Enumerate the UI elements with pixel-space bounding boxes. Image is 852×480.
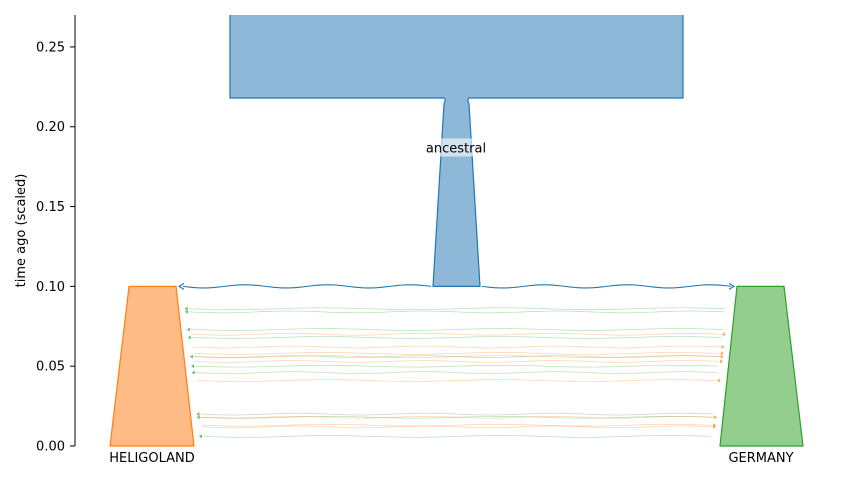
migration-pulse-arrow xyxy=(191,364,194,369)
plot-area: ancestral xyxy=(109,15,804,447)
split-arrowhead-right xyxy=(728,282,736,290)
y-tick-label: 0.15 xyxy=(36,200,65,215)
y-axis-ticks: 0.00 0.05 0.10 0.15 0.20 0.25 xyxy=(36,40,75,455)
deme-label-heligoland: HELIGOLAND xyxy=(109,451,195,466)
migration-pulse-arrow xyxy=(717,378,721,383)
migration-pulse-arrow xyxy=(189,354,193,359)
migration-pulse-line xyxy=(194,360,720,363)
migration-pulse-arrow xyxy=(722,332,726,337)
migration-pulse-line xyxy=(200,412,714,416)
deme-label-ancestral: ancestral xyxy=(426,141,486,156)
migration-pulse-line xyxy=(193,355,720,358)
migration-pulse-line xyxy=(191,333,722,336)
migration-pulses xyxy=(184,306,726,439)
migration-pulse-arrow xyxy=(191,370,195,375)
migration-pulse-arrow xyxy=(184,309,188,314)
ancestral-label-background xyxy=(424,138,488,157)
migration-pulse-line xyxy=(188,307,725,310)
deme-label-germany: GERMANY xyxy=(728,451,793,466)
deme-heligoland-shape xyxy=(109,285,195,447)
migration-pulse-arrow xyxy=(196,412,200,417)
migration-pulse-line xyxy=(196,379,718,382)
migration-pulse-line xyxy=(202,435,712,438)
y-axis-label: time ago (scaled) xyxy=(14,174,29,288)
migration-pulse-line xyxy=(188,310,725,314)
y-tick-label: 0.00 xyxy=(36,440,65,455)
migration-pulse-line xyxy=(192,345,721,349)
split-ancestry-line xyxy=(177,282,736,290)
migration-pulse-arrow xyxy=(721,345,725,350)
migration-pulse-arrow xyxy=(198,434,202,439)
migration-pulse-arrow xyxy=(720,354,724,359)
migration-pulse-arrow xyxy=(196,415,200,420)
migration-pulse-line xyxy=(195,371,718,374)
migration-pulse-line xyxy=(201,425,713,429)
migration-pulse-line xyxy=(193,352,720,355)
migration-pulse-arrow xyxy=(713,424,717,429)
y-tick-label: 0.20 xyxy=(36,120,65,135)
migration-pulse-line xyxy=(200,416,714,419)
y-tick-label: 0.10 xyxy=(36,280,65,295)
migration-pulse-arrow xyxy=(184,306,188,311)
migration-pulse-arrow xyxy=(720,351,724,356)
migration-pulse-arrow xyxy=(187,335,191,340)
migration-pulse-arrow xyxy=(186,327,190,332)
split-line-left xyxy=(182,284,432,289)
y-tick-label: 0.25 xyxy=(36,40,65,55)
y-axis: 0.00 0.05 0.10 0.15 0.20 0.25 time ago (scale… xyxy=(14,15,76,455)
migration-pulse-line xyxy=(190,328,723,331)
migration-pulse-arrow xyxy=(720,359,724,364)
migration-pulse-arrow xyxy=(714,415,718,420)
migration-pulse-line xyxy=(191,336,722,339)
deme-germany-shape xyxy=(719,285,804,447)
y-tick-label: 0.05 xyxy=(36,360,65,375)
split-line-right xyxy=(481,284,732,289)
migration-pulse-line xyxy=(201,423,713,427)
migration-pulse-line xyxy=(200,416,714,419)
migration-pulse-line xyxy=(193,355,720,358)
split-arrowhead-left xyxy=(177,282,185,290)
migration-pulse-line xyxy=(194,364,719,368)
